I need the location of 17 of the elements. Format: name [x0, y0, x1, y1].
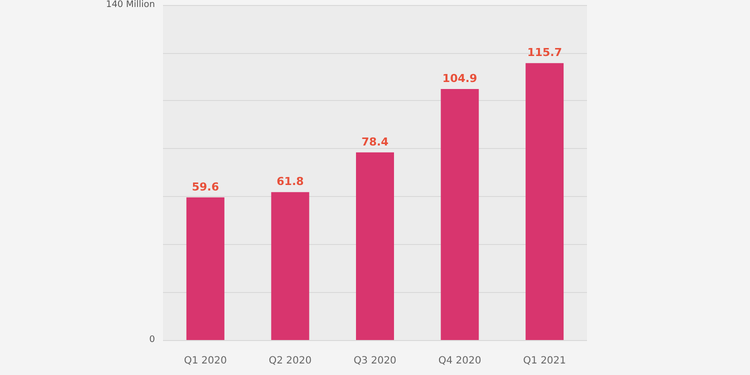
- bar: [356, 152, 394, 340]
- x-tick-label: Q1 2020: [184, 356, 227, 366]
- y-tick-label: 0: [149, 335, 156, 345]
- data-label: 104.9: [442, 72, 478, 85]
- bar: [440, 88, 479, 340]
- y-tick-label: 140 Million: [106, 0, 155, 10]
- data-label: 115.7: [527, 46, 562, 60]
- x-tick-label: Q2 2020: [268, 356, 312, 366]
- bar: [526, 63, 564, 340]
- data-label: 61.8: [276, 175, 304, 188]
- data-label: 78.4: [361, 135, 389, 148]
- x-tick-label: Q3 2020: [354, 356, 396, 366]
- bar: [186, 197, 224, 340]
- bar: [271, 192, 310, 340]
- x-tick-label: Q1 2021: [523, 356, 566, 366]
- data-label: 59.6: [192, 180, 220, 194]
- x-tick-label: Q4 2020: [438, 356, 482, 366]
